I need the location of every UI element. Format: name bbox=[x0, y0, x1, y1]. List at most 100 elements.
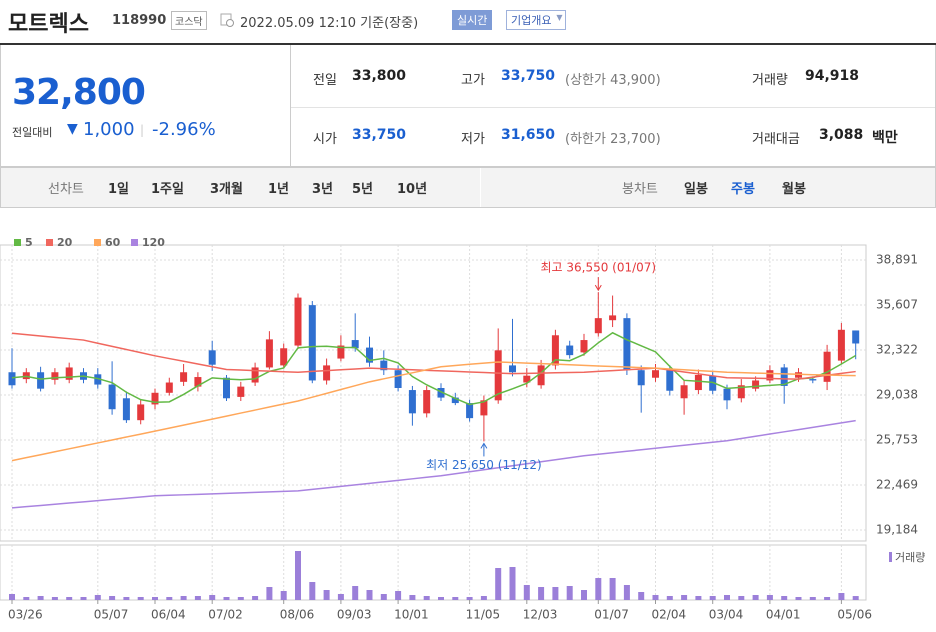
ma-line bbox=[11, 332, 856, 380]
realtime-button[interactable]: 실시간 bbox=[452, 10, 493, 30]
time-icon bbox=[220, 13, 234, 27]
nav-candle-period[interactable]: 주봉 bbox=[731, 182, 755, 197]
nav-period[interactable]: 3년 bbox=[312, 182, 334, 197]
candle-body bbox=[437, 388, 445, 398]
candle-body bbox=[294, 297, 302, 346]
volume-bar bbox=[23, 597, 30, 600]
candle-body bbox=[208, 350, 216, 365]
candle-body bbox=[623, 318, 631, 371]
legend-swatch bbox=[46, 239, 53, 246]
candle-body bbox=[509, 365, 516, 373]
candle-body bbox=[237, 386, 245, 397]
candle-body bbox=[408, 390, 416, 414]
volume-bar bbox=[237, 597, 244, 600]
volume-bar bbox=[266, 587, 273, 600]
candle-body bbox=[680, 385, 688, 399]
volume-bar bbox=[695, 596, 702, 600]
volume-bar bbox=[137, 597, 144, 600]
volume-bar bbox=[209, 595, 216, 600]
candle-body bbox=[108, 384, 116, 410]
nav-period[interactable]: 5년 bbox=[352, 182, 374, 197]
volume-bar bbox=[752, 595, 759, 600]
volume-bar bbox=[423, 596, 430, 600]
nav-period[interactable]: 1일 bbox=[108, 182, 130, 197]
y-tick-label: 19,184 bbox=[876, 522, 918, 536]
candle-body bbox=[137, 404, 145, 421]
nav-period[interactable]: 1년 bbox=[268, 182, 290, 197]
x-tick-label: 03/04 bbox=[709, 608, 744, 622]
candle-body bbox=[737, 385, 745, 399]
candle-body bbox=[537, 365, 545, 386]
candle-body bbox=[480, 400, 488, 416]
legend-label: 5 bbox=[25, 236, 33, 249]
candle-body bbox=[280, 348, 288, 366]
quote-divider bbox=[290, 45, 291, 167]
nav-period[interactable]: 1주일 bbox=[151, 182, 184, 197]
y-tick-label: 29,038 bbox=[876, 388, 918, 402]
legend-swatch bbox=[94, 239, 101, 246]
stat-label: 고가 bbox=[461, 73, 485, 88]
volume-bar bbox=[709, 596, 716, 600]
candle-body bbox=[65, 367, 73, 380]
arrow-head bbox=[480, 442, 488, 449]
candle-body bbox=[394, 370, 402, 389]
y-tick-label: 32,322 bbox=[876, 343, 918, 357]
candle-body bbox=[723, 388, 731, 401]
volume-bar bbox=[380, 594, 387, 600]
separator: | bbox=[140, 123, 145, 137]
volume-bar bbox=[538, 587, 545, 600]
volume-bar bbox=[609, 578, 616, 600]
candle-body bbox=[94, 374, 102, 385]
volume-bar bbox=[838, 593, 845, 600]
stat-value: 94,918 bbox=[805, 68, 860, 84]
volume-bar bbox=[252, 596, 259, 600]
candle-body bbox=[151, 392, 159, 405]
volume-bar bbox=[366, 590, 373, 600]
candle-body bbox=[466, 403, 474, 419]
volume-bar bbox=[123, 597, 130, 600]
x-tick-label: 10/01 bbox=[394, 608, 429, 622]
y-tick-label: 35,607 bbox=[876, 298, 918, 312]
stat-label: 거래량 bbox=[752, 73, 788, 88]
volume-bar bbox=[766, 595, 773, 600]
candle-body bbox=[809, 379, 817, 381]
volume-bar bbox=[523, 585, 530, 600]
ma-line bbox=[11, 361, 856, 462]
ma-line bbox=[11, 331, 857, 406]
candle-body bbox=[265, 339, 273, 368]
candle-body bbox=[837, 329, 845, 361]
candle-body bbox=[823, 351, 831, 382]
stat-value: 3,088 bbox=[819, 127, 864, 143]
candle-body bbox=[637, 370, 645, 386]
legend-label: 20 bbox=[57, 236, 73, 249]
candle-body bbox=[523, 375, 531, 383]
nav-divider bbox=[480, 168, 481, 207]
volume-bar bbox=[352, 586, 359, 600]
candle-body bbox=[8, 372, 16, 386]
volume-bar bbox=[595, 578, 602, 600]
volume-bar bbox=[681, 595, 688, 600]
candle-body bbox=[566, 345, 574, 356]
stat-label: 시가 bbox=[313, 132, 337, 147]
nav-period[interactable]: 3개월 bbox=[210, 182, 243, 197]
x-tick-label: 11/05 bbox=[466, 608, 501, 622]
nav-candle-period[interactable]: 월봉 bbox=[782, 182, 806, 197]
candle-body bbox=[51, 372, 59, 380]
candle-body bbox=[580, 340, 588, 353]
volume-bar bbox=[395, 591, 402, 600]
nav-candle-period[interactable]: 일봉 bbox=[684, 182, 708, 197]
volume-bar bbox=[666, 596, 673, 600]
candle-body bbox=[351, 340, 359, 349]
x-tick-label: 05/06 bbox=[837, 608, 872, 622]
y-tick-label: 25,753 bbox=[876, 433, 918, 447]
volume-bar bbox=[795, 597, 802, 600]
nav-period[interactable]: 10년 bbox=[397, 182, 428, 197]
stat-label: 저가 bbox=[461, 132, 485, 147]
annotation: 최저 25,650 (11/12) bbox=[426, 458, 542, 472]
company-info-button[interactable]: 기업개요 ▼ bbox=[506, 10, 567, 30]
stat-label: 전일 bbox=[313, 73, 337, 88]
volume-bar bbox=[152, 597, 158, 600]
candle-body bbox=[122, 398, 130, 421]
change-value: 1,000 bbox=[83, 119, 135, 140]
